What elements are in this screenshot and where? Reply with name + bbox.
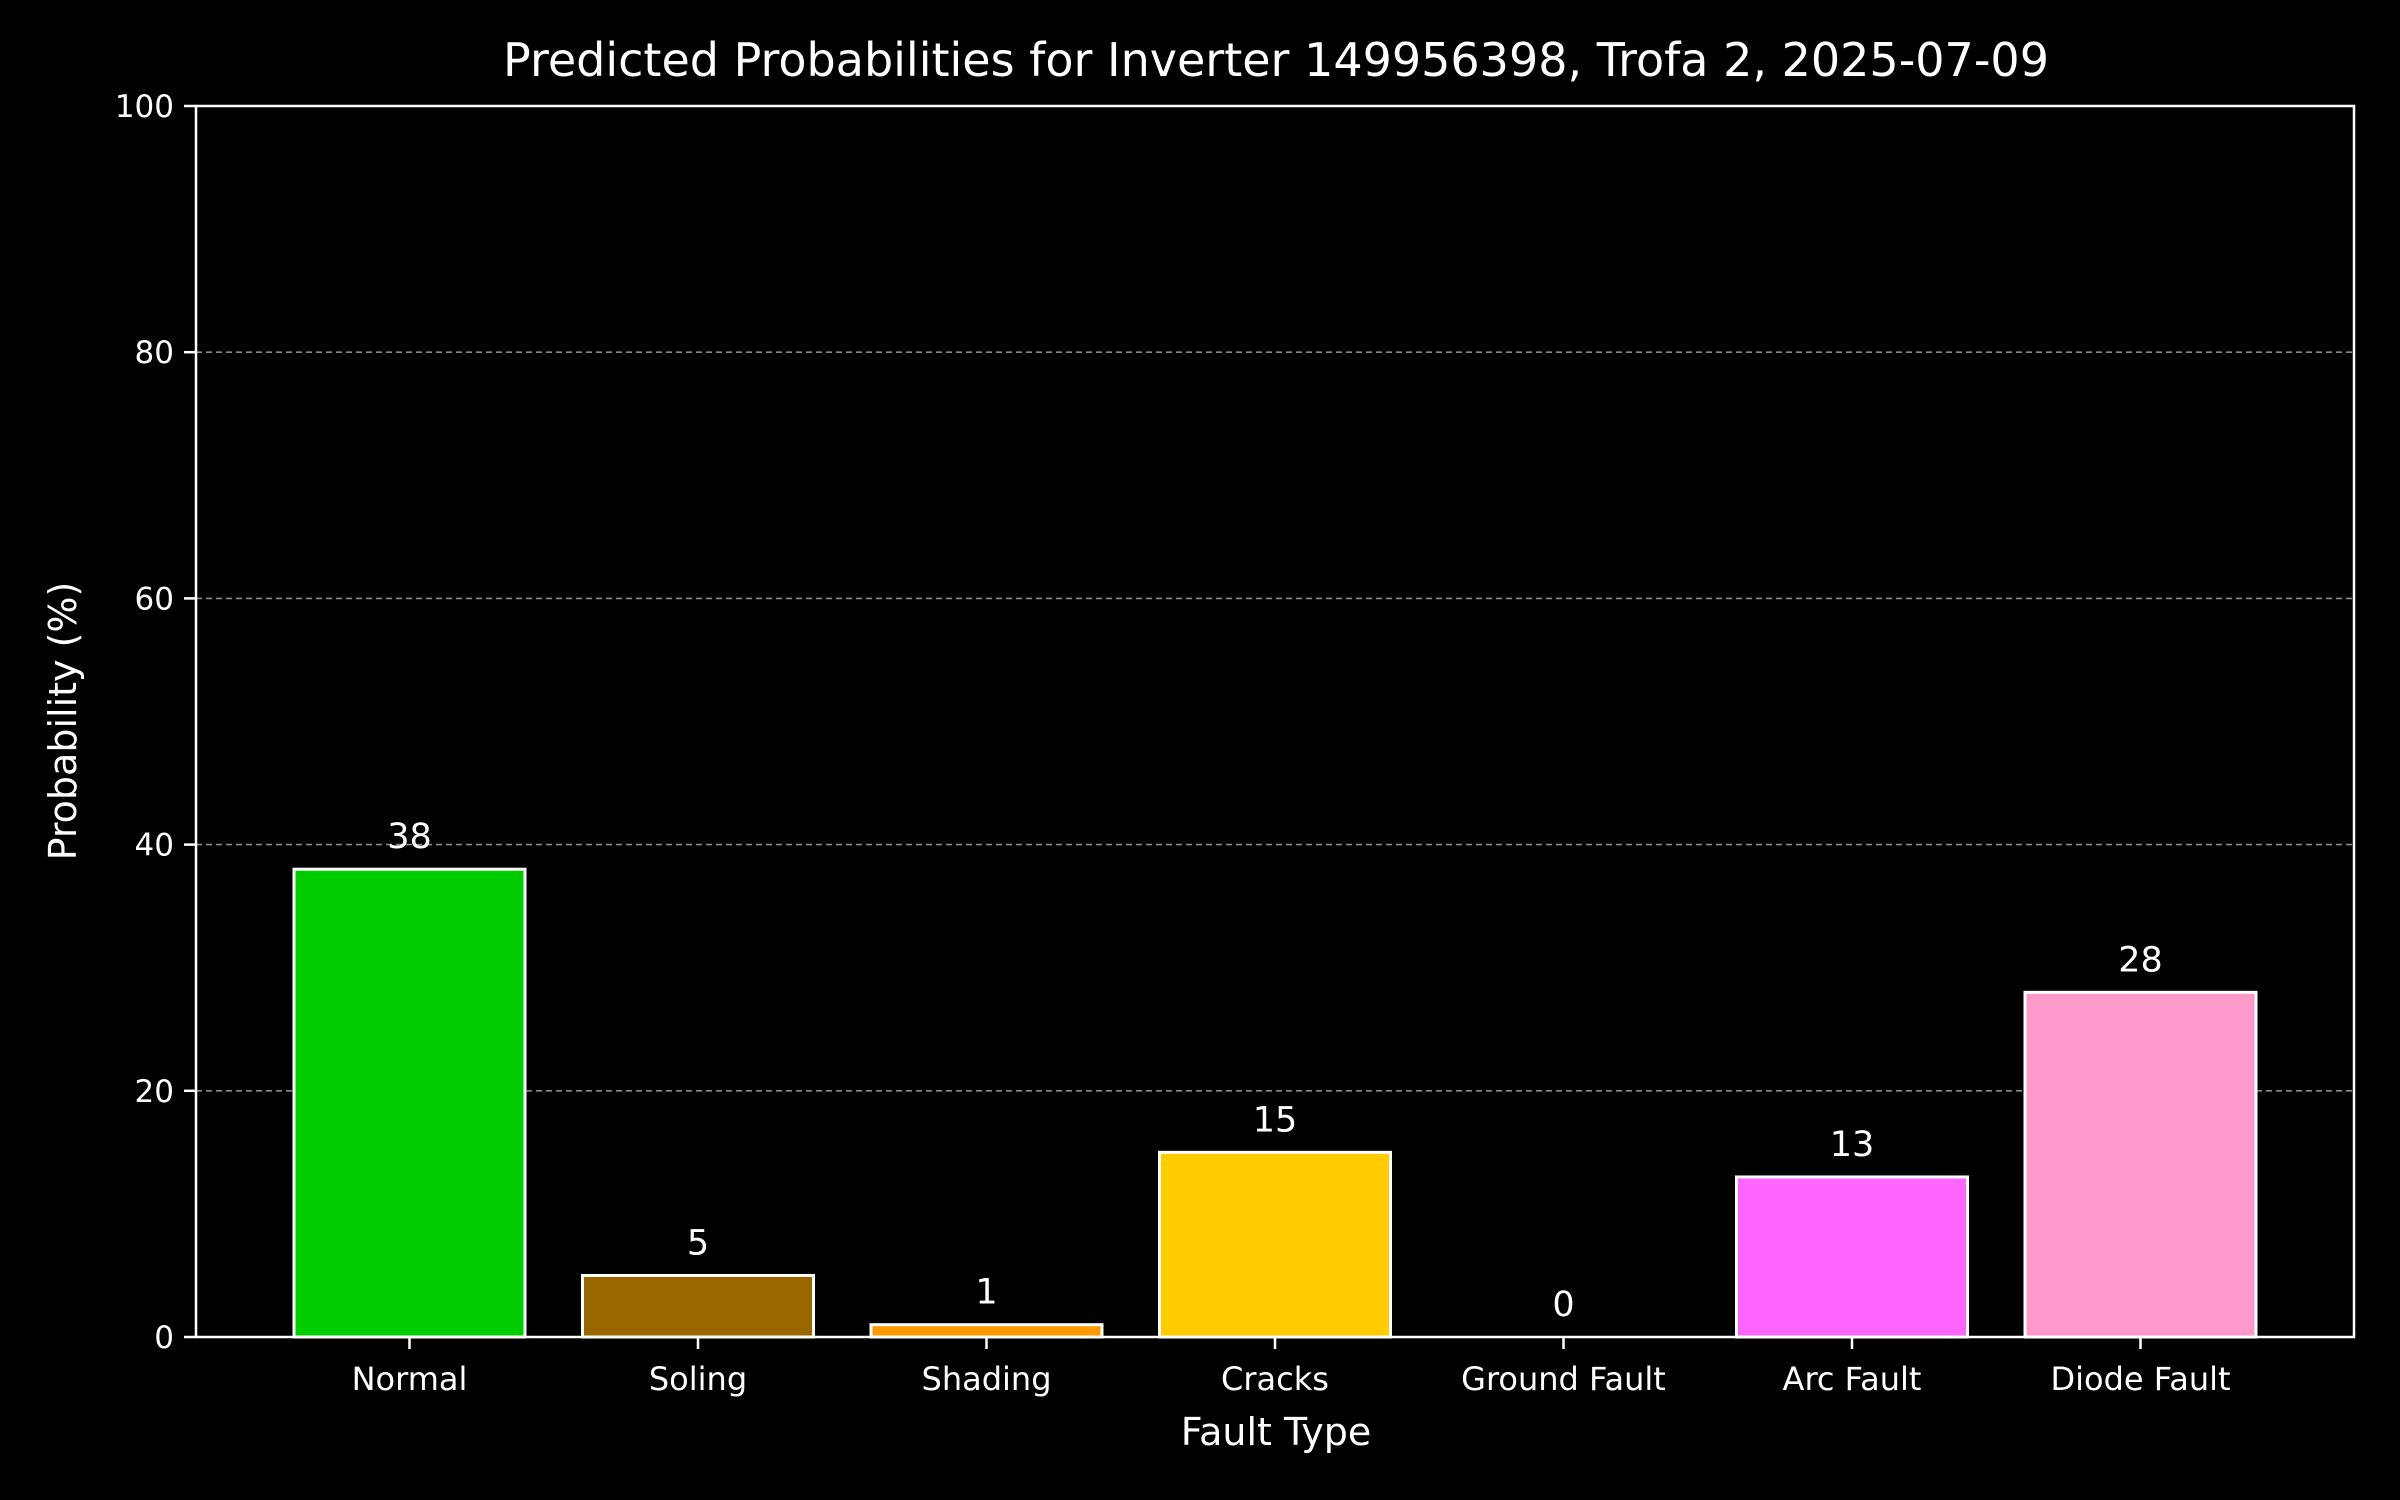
bar (869, 1323, 1104, 1339)
y-axis: 0 20 40 60 80 100 (115, 89, 196, 1356)
bar (1735, 1175, 1969, 1339)
x-tick-label: Arc Fault (1783, 1360, 1922, 1398)
chart-title: Predicted Probabilities for Inverter 149… (503, 33, 2049, 87)
x-axis: Normal Soling Shading Cracks Ground Fault Arc… (352, 1337, 2231, 1398)
bar-value-label: 13 (1830, 1125, 1875, 1165)
bar-value-label: 28 (2118, 940, 2163, 980)
x-tick-label: Diode Fault (2050, 1360, 2230, 1398)
value-labels: 38 5 1 15 0 13 28 (387, 817, 2163, 1325)
y-tick-label: 0 (154, 1320, 174, 1356)
x-tick-label: Cracks (1221, 1360, 1329, 1398)
y-tick-label: 100 (115, 89, 174, 125)
bar (1158, 1150, 1392, 1339)
x-tick-label: Ground Fault (1461, 1360, 1666, 1398)
bar-value-label: 5 (687, 1223, 709, 1263)
y-axis-label: Probability (%) (41, 582, 85, 861)
y-tick-label: 80 (135, 335, 174, 371)
bar (581, 1273, 815, 1339)
x-tick-label: Soling (649, 1360, 747, 1398)
x-axis-label: Fault Type (1181, 1410, 1372, 1454)
bar-value-label: 1 (975, 1273, 997, 1313)
bar-value-label: 0 (1552, 1285, 1574, 1325)
bar (292, 867, 527, 1339)
x-tick-label: Shading (922, 1360, 1052, 1398)
y-tick-label: 20 (135, 1074, 174, 1110)
bar (2023, 990, 2258, 1339)
bar-value-label: 38 (387, 817, 432, 857)
bars (292, 867, 2258, 1339)
x-tick-label: Normal (352, 1360, 468, 1398)
y-tick-label: 40 (135, 828, 174, 864)
y-tick-label: 60 (135, 581, 174, 617)
bar-value-label: 15 (1253, 1100, 1298, 1140)
